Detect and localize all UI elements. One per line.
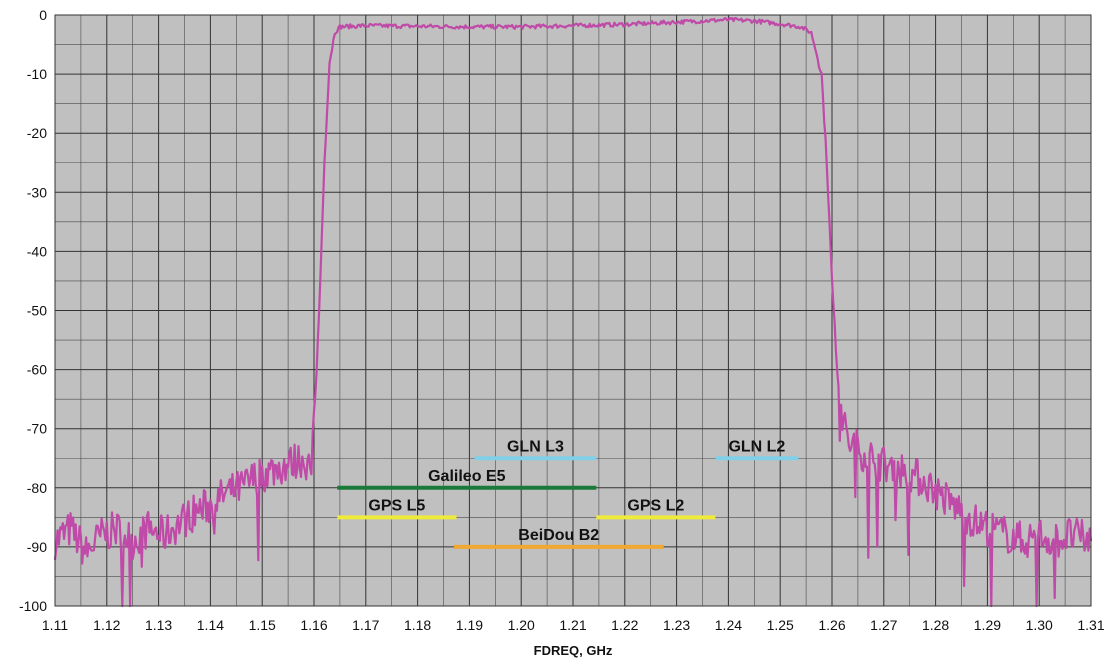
band-label: GPS L2 <box>627 497 684 514</box>
y-tick-label: -90 <box>27 539 47 555</box>
x-tick-label: 1.24 <box>715 617 742 633</box>
x-tick-label: 1.26 <box>818 617 845 633</box>
x-tick-label: 1.14 <box>197 617 224 633</box>
x-tick-label: 1.11 <box>42 617 68 633</box>
y-tick-label: -10 <box>27 66 47 82</box>
x-tick-label: 1.17 <box>352 617 379 633</box>
x-tick-label: 1.23 <box>663 617 690 633</box>
plot-border <box>54 14 1092 607</box>
y-tick-label: -80 <box>27 480 47 496</box>
x-tick-label: 1.20 <box>508 617 535 633</box>
x-axis-title: FDREQ, GHz <box>534 643 613 658</box>
y-tick-label: -40 <box>27 243 47 259</box>
y-axis-ticks: 0 -10 -20 -30 -40 -50 -60 -70 -80 -90 -100 <box>19 7 47 614</box>
band-label: GPS L5 <box>368 497 425 514</box>
x-tick-label: 1.16 <box>300 617 327 633</box>
y-tick-label: -30 <box>27 184 47 200</box>
x-tick-label: 1.15 <box>249 617 276 633</box>
response-trace <box>53 16 1093 608</box>
x-tick-label: 1.29 <box>974 617 1001 633</box>
x-tick-label: 1.28 <box>922 617 949 633</box>
band-label: GLN L2 <box>728 438 785 455</box>
y-tick-label: 0 <box>39 7 47 23</box>
x-tick-label: 1.13 <box>145 617 172 633</box>
band-label: Galileo E5 <box>428 468 505 485</box>
y-tick-label: -50 <box>27 303 47 319</box>
x-axis-ticks: 1.11 1.12 1.13 1.14 1.15 1.16 1.17 1.18 1.19 1.20… <box>42 617 1105 633</box>
x-tick-label: 1.18 <box>404 617 431 633</box>
band-label: BeiDou B2 <box>518 527 599 544</box>
x-tick-label: 1.21 <box>559 617 586 633</box>
x-tick-label: 1.30 <box>1026 617 1053 633</box>
x-tick-label: 1.12 <box>93 617 120 633</box>
y-tick-label: -20 <box>27 125 47 141</box>
y-tick-label: -70 <box>27 421 47 437</box>
x-tick-label: 1.27 <box>870 617 897 633</box>
band-label: GLN L3 <box>507 438 564 455</box>
x-tick-label: 1.31 <box>1077 617 1104 633</box>
y-tick-label: -100 <box>19 598 47 614</box>
y-tick-label: -60 <box>27 362 47 378</box>
x-tick-label: 1.22 <box>611 617 638 633</box>
x-tick-label: 1.25 <box>767 617 794 633</box>
x-tick-label: 1.19 <box>456 617 483 633</box>
